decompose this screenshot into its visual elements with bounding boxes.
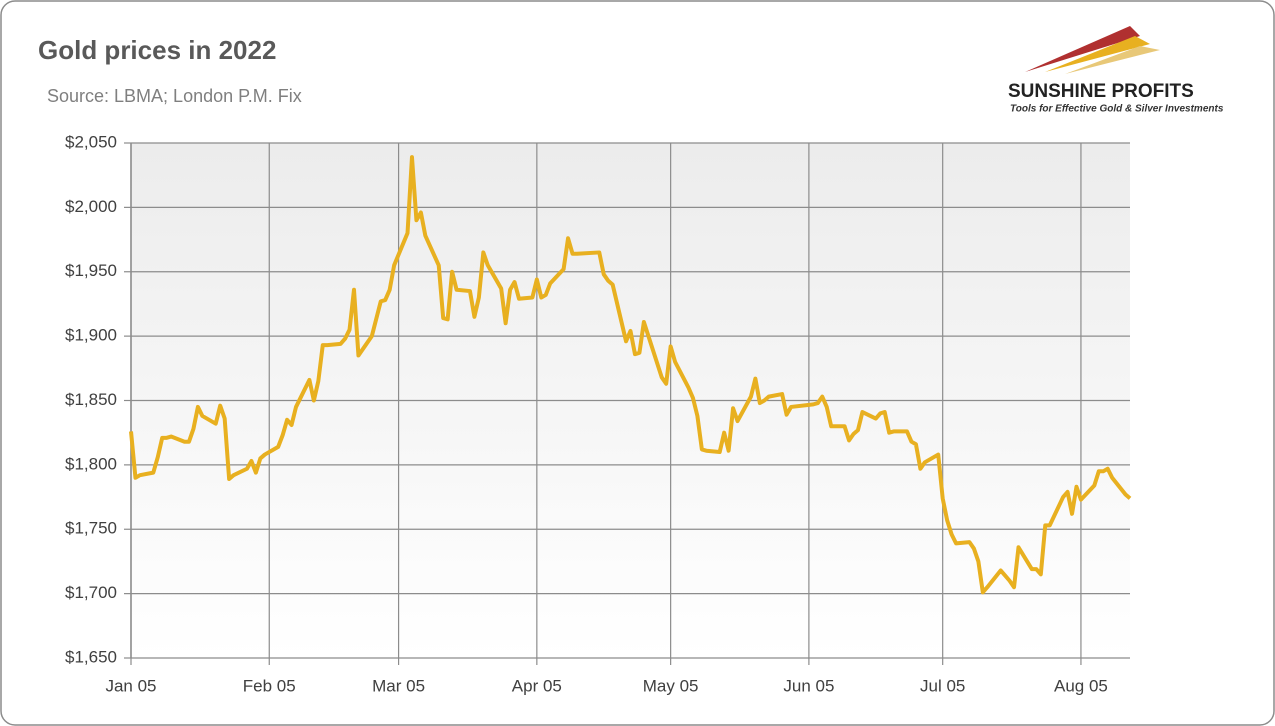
x-tick-label: Apr 05	[512, 676, 562, 695]
logo-name: SUNSHINE PROFITS	[1008, 81, 1194, 102]
x-tick-label: May 05	[643, 676, 699, 695]
y-tick-label: $1,850	[65, 390, 117, 409]
chart-subtitle: Source: LBMA; London P.M. Fix	[47, 86, 302, 106]
y-tick-label: $1,650	[65, 647, 117, 666]
y-tick-label: $1,950	[65, 261, 117, 280]
y-tick-label: $1,700	[65, 583, 117, 602]
y-tick-label: $1,900	[65, 326, 117, 345]
x-tick-label: Feb 05	[243, 676, 296, 695]
logo-tagline: Tools for Effective Gold & Silver Invest…	[1010, 104, 1224, 115]
x-tick-label: Jan 05	[105, 676, 156, 695]
y-tick-label: $2,000	[65, 197, 117, 216]
logo-ray	[1045, 36, 1150, 72]
logo-ray	[1025, 26, 1140, 72]
y-tick-label: $1,750	[65, 519, 117, 538]
x-tick-label: Aug 05	[1054, 676, 1108, 695]
y-tick-label: $1,800	[65, 454, 117, 473]
x-tick-label: Jun 05	[783, 676, 834, 695]
y-tick-label: $2,050	[65, 132, 117, 151]
axes: $1,650 $1,700 $1,750 $1,800 $1,850 $1,900 $1,9…	[65, 132, 1132, 695]
logo: SUNSHINE PROFITS Tools for Effective Gol…	[1008, 26, 1224, 115]
price-line	[129, 155, 1132, 595]
chart-title: Gold prices in 2022	[38, 35, 276, 65]
logo-ray	[1065, 46, 1160, 74]
x-tick-label: Mar 05	[372, 676, 425, 695]
x-tick-label: Jul 05	[920, 676, 965, 695]
